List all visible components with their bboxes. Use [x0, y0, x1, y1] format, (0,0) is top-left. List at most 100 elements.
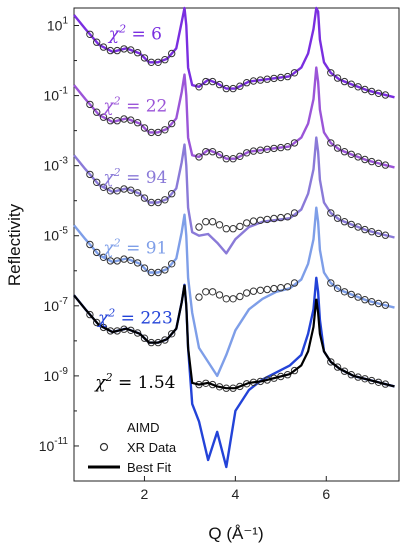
- xr-data-point: [361, 296, 369, 304]
- xr-data-point: [249, 217, 258, 225]
- xr-data-point: [195, 223, 203, 231]
- legend: AIMD XR Data Best Fit: [88, 420, 177, 475]
- legend-xr-marker: [99, 442, 109, 452]
- xr-data-point: [368, 157, 376, 166]
- xr-data-point: [249, 147, 258, 155]
- xr-data-point: [270, 214, 278, 223]
- xr-data-point: [347, 220, 355, 229]
- xr-data-point: [277, 284, 285, 292]
- xr-data-point: [354, 83, 362, 91]
- xr-data-point: [215, 80, 224, 89]
- xr-data-point: [340, 148, 349, 156]
- xr-data-point: [340, 288, 349, 296]
- xr-data-point: [229, 155, 237, 163]
- x-axis-title: Q (Å⁻¹): [208, 524, 263, 543]
- aimd-curve-2: [73, 66, 395, 169]
- xr-data-point: [99, 43, 108, 51]
- xr-data-point: [154, 58, 162, 66]
- xr-data-point: [208, 380, 217, 389]
- xr-data-point: [215, 221, 224, 229]
- xr-data-point: [243, 79, 251, 87]
- xr-data-point: [354, 223, 362, 231]
- xr-data-point: [333, 363, 342, 371]
- x-tick-label: 4: [231, 486, 239, 502]
- xr-data-point: [127, 256, 135, 264]
- xr-data-point: [283, 143, 292, 151]
- xr-data-point: [243, 289, 251, 297]
- xr-data-point: [361, 85, 369, 94]
- xr-data-point: [99, 253, 108, 261]
- chi-squared-label-1: χ2 = 6: [108, 23, 162, 45]
- xr-data-point: [161, 266, 169, 274]
- y-tick-label: 10-1: [44, 86, 69, 104]
- xr-data-point: [236, 82, 244, 90]
- xr-data-point: [154, 128, 162, 137]
- best-fit-curve: [73, 284, 395, 390]
- xr-data-point: [256, 76, 265, 84]
- xr-data-point: [263, 145, 271, 154]
- chi-squared-label-4: χ2 = 91: [102, 236, 167, 258]
- best-fit-layer: [73, 284, 395, 390]
- xr-data-point: [381, 231, 390, 239]
- xr-data-point: [168, 330, 176, 338]
- xr-data-point: [133, 329, 142, 337]
- chi-label-layer: χ2 = 6 χ2 = 22 χ2 = 94 χ2 = 91 χ2 = 223 χ2 = …: [94, 23, 175, 394]
- xr-data-point: [236, 382, 244, 391]
- xr-data-point: [208, 288, 217, 296]
- xr-data-point: [161, 56, 169, 64]
- xr-data-point: [290, 279, 299, 287]
- xr-data-point: [229, 225, 237, 233]
- xr-data-point: [256, 216, 265, 225]
- xr-data-point: [236, 292, 244, 301]
- xr-data-point: [374, 89, 383, 98]
- xr-data-point: [347, 150, 355, 159]
- xr-data-point: [333, 74, 342, 82]
- xr-data-point: [93, 38, 101, 46]
- xr-data-point: [120, 185, 128, 193]
- xr-data-point: [236, 152, 244, 161]
- xr-data-point: [327, 69, 335, 77]
- xr-data-point: [113, 117, 121, 125]
- xr-data-point: [243, 149, 251, 157]
- xr-data-point: [327, 279, 335, 287]
- y-tick-label: 101: [47, 16, 69, 34]
- xr-data-point: [154, 268, 162, 277]
- xr-data-point: [120, 115, 128, 123]
- xr-data-point: [263, 215, 271, 224]
- xr-data-point: [161, 196, 169, 204]
- xr-data-point: [154, 198, 162, 207]
- xr-data-point: [249, 287, 258, 295]
- xr-data-point: [86, 30, 94, 38]
- xr-data-point: [127, 186, 135, 194]
- y-tick-label: 10-3: [44, 156, 69, 174]
- xr-data-point: [263, 285, 271, 294]
- xr-data-point: [333, 284, 342, 292]
- xr-data-point: [86, 170, 94, 179]
- legend-xr-label: XR Data: [127, 440, 177, 455]
- xr-data-point: [195, 83, 203, 91]
- xr-data-point: [333, 144, 342, 152]
- xr-data-point: [340, 218, 349, 226]
- xr-data-point: [249, 77, 258, 85]
- xr-data-point: [140, 194, 149, 202]
- xr-data-point: [327, 139, 335, 147]
- xr-data-point: [140, 124, 149, 132]
- chi-squared-label-best-fit: χ2 = 1.54: [94, 371, 175, 393]
- legend-aimd-label: AIMD: [127, 420, 160, 435]
- xr-data-point: [168, 260, 176, 268]
- xr-data-point: [140, 264, 149, 272]
- xr-data-point: [99, 323, 108, 332]
- xr-data-point: [127, 46, 135, 54]
- xr-data-point: [127, 326, 135, 334]
- xr-data-point: [168, 190, 176, 198]
- x-tick-label: 2: [141, 486, 149, 502]
- chi-squared-label-5: χ2 = 223: [97, 306, 173, 328]
- xr-data-point: [133, 189, 142, 197]
- xr-data-point: [168, 119, 176, 128]
- xr-data-point: [215, 291, 224, 299]
- y-tick-label: 10-9: [44, 366, 69, 384]
- xr-data-point: [347, 290, 355, 299]
- xr-data-point: [215, 151, 224, 159]
- tick-layer: 2 4 6 101 10-1 10-3 10-5 10-7 10-9 10-11: [39, 16, 331, 502]
- xr-data-point: [86, 100, 94, 109]
